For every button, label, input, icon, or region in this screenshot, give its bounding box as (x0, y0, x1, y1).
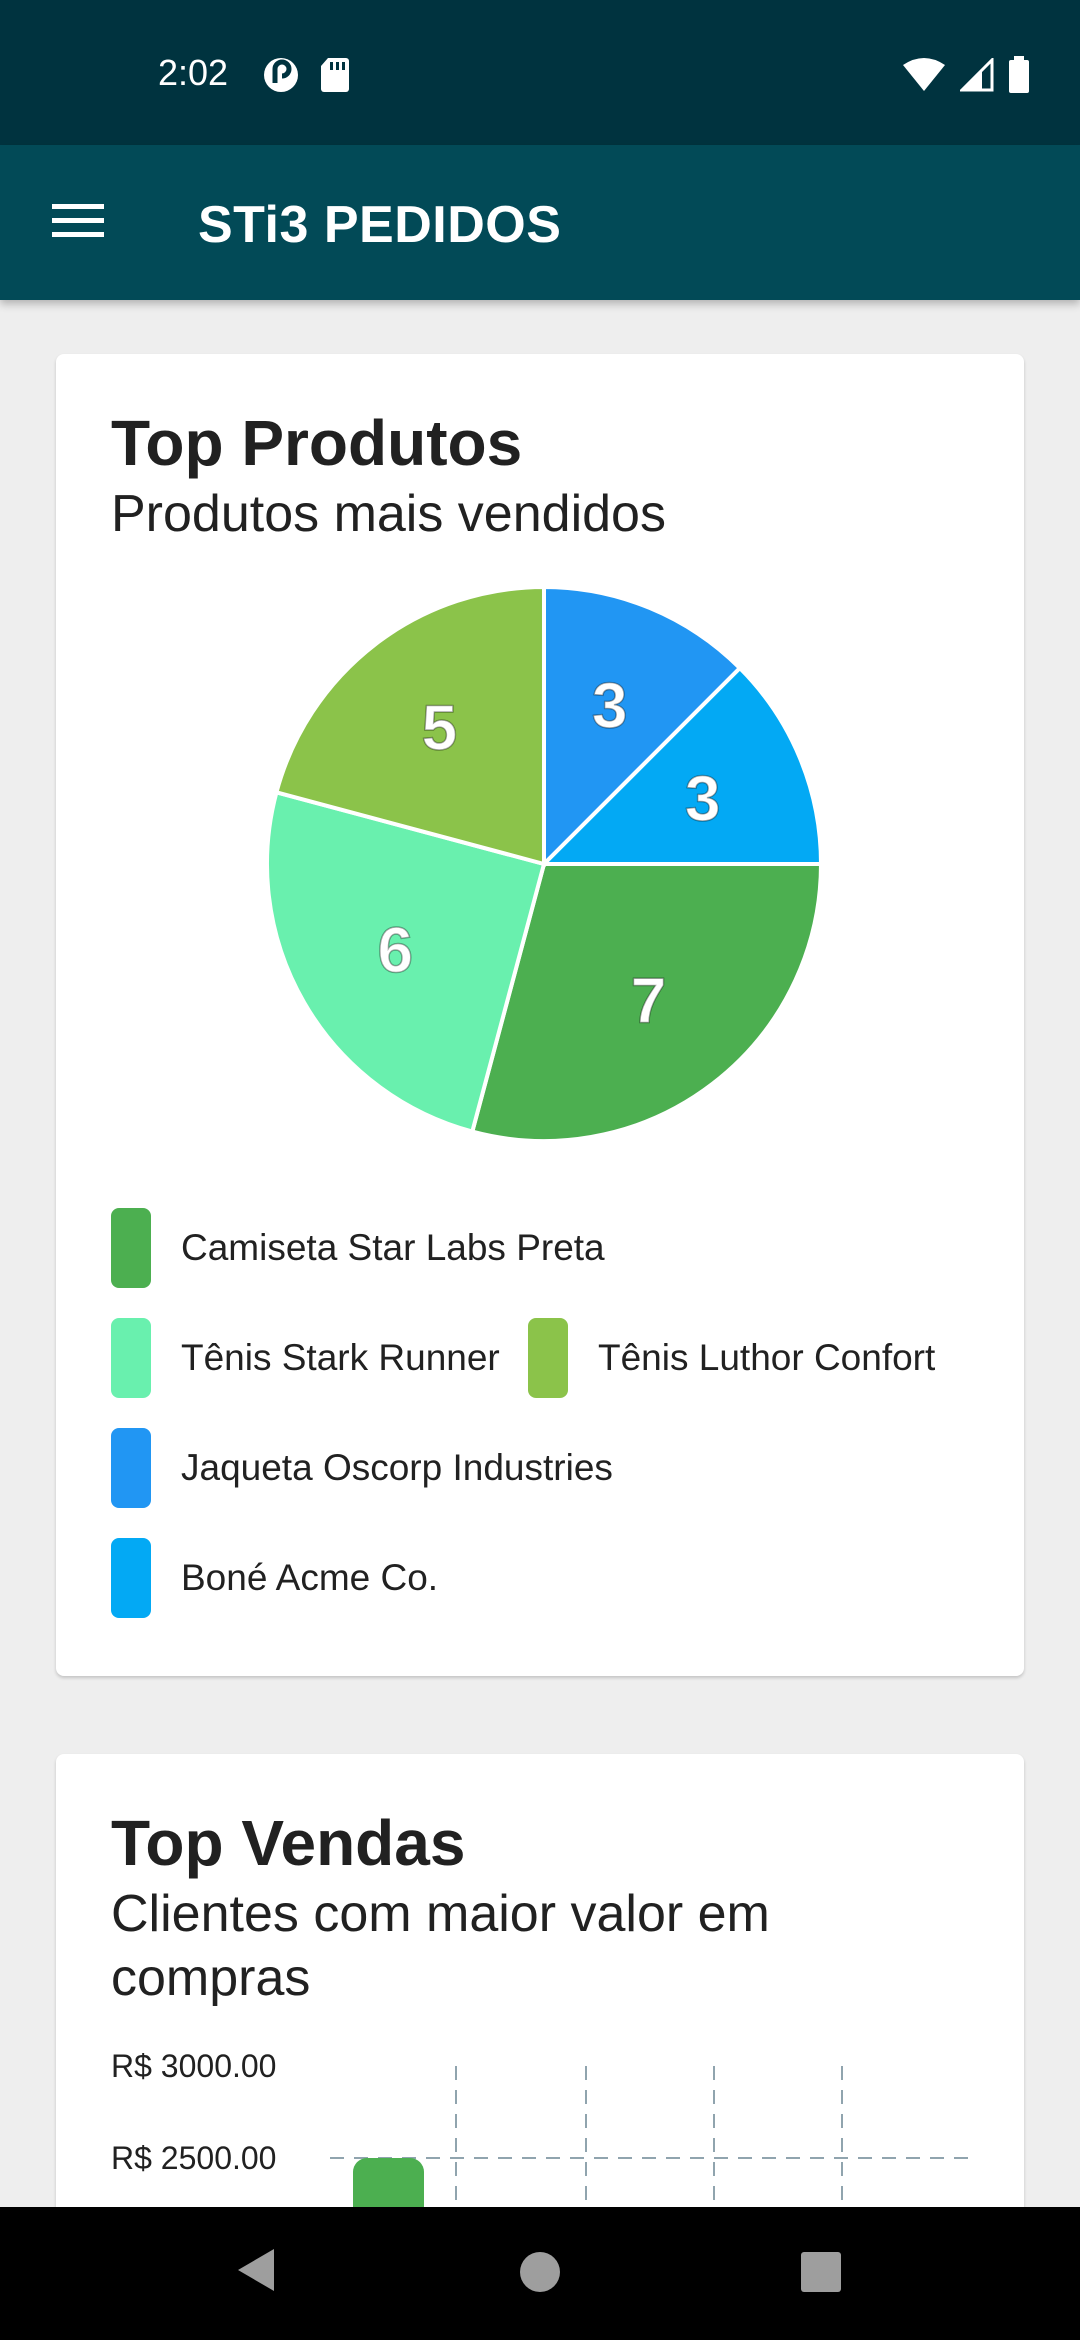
card-title: Top Produtos (111, 407, 523, 479)
legend-label: Tênis Stark Runner (181, 1337, 500, 1378)
menu-button[interactable] (40, 191, 115, 251)
pie-slice (469, 862, 824, 1143)
home-circle-icon[interactable] (518, 2250, 562, 2294)
pie-slice-label: 7 (631, 964, 667, 1036)
pie-slice-label: 5 (422, 692, 458, 764)
status-time: 2:02 (158, 52, 229, 93)
recents-square-icon[interactable] (800, 2251, 842, 2293)
legend-label: Camiseta Star Labs Preta (181, 1227, 605, 1268)
pie-slice-label: 3 (592, 669, 628, 741)
pie-slice (542, 584, 743, 869)
cellular-signal-icon (960, 58, 994, 92)
card-subtitle: Produtos mais vendidos (111, 485, 666, 543)
legend-swatch (111, 1318, 151, 1398)
legend-swatch (111, 1538, 151, 1618)
legend-swatch (111, 1208, 151, 1288)
legend-item: Tênis Luthor Confort (528, 1318, 935, 1398)
wifi-icon (903, 58, 945, 91)
card-subtitle: Clientes com maior valor em compras (111, 1885, 770, 2007)
navigation-bar (0, 2207, 1080, 2340)
legend-label: Boné Acme Co. (181, 1557, 439, 1598)
back-triangle-icon[interactable] (236, 2247, 276, 2293)
pie-slice-label: 3 (685, 762, 721, 834)
app-bar: STi3 PEDIDOS (0, 145, 1080, 300)
legend-item: Boné Acme Co. (111, 1538, 438, 1618)
pie-slice (265, 789, 547, 1135)
y-tick-label: R$ 3000.00 (111, 2048, 277, 2084)
pie-slice (539, 665, 824, 866)
legend-item: Tênis Stark Runner (111, 1318, 500, 1398)
legend-label: Jaqueta Oscorp Industries (181, 1447, 613, 1488)
legend-item: Camiseta Star Labs Preta (111, 1208, 605, 1288)
y-tick-label: R$ 2500.00 (111, 2140, 277, 2176)
legend-item: Jaqueta Oscorp Industries (111, 1428, 613, 1508)
status-bar: 2:02 (0, 0, 1080, 145)
app-title: STi3 PEDIDOS (198, 196, 562, 254)
pie-slice-label: 6 (377, 914, 413, 986)
pocket-casts-icon (264, 58, 298, 92)
pie-slice (273, 584, 546, 867)
card-title: Top Vendas (111, 1807, 466, 1879)
legend-swatch (111, 1428, 151, 1508)
sd-card-icon (321, 58, 349, 92)
legend-label: Tênis Luthor Confort (598, 1337, 936, 1378)
hamburger-menu-icon (51, 204, 104, 237)
pie-chart: 33 7 6 5 (265, 584, 824, 1143)
battery-icon (1009, 56, 1029, 93)
legend-swatch (528, 1318, 568, 1398)
